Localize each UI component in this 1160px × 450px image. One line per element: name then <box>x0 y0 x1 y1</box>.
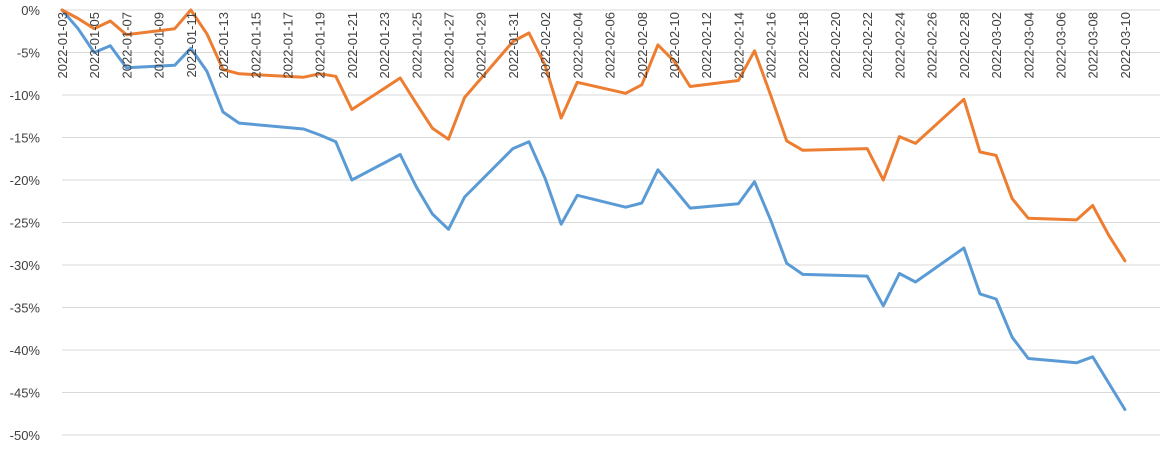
x-tick-label: 2022-02-26 <box>925 12 940 79</box>
x-tick-label: 2022-02-10 <box>667 12 682 79</box>
x-tick-label: 2022-02-16 <box>764 12 779 79</box>
x-tick-label: 2022-01-31 <box>506 12 521 79</box>
x-tick-label: 2022-01-07 <box>119 12 134 79</box>
x-tick-label: 2022-01-19 <box>313 12 328 79</box>
y-tick-label: -35% <box>10 301 41 316</box>
y-tick-label: -50% <box>10 428 41 443</box>
x-tick-label: 2022-01-11 <box>184 12 199 78</box>
x-tick-label: 2022-02-08 <box>635 12 650 79</box>
x-tick-label: 2022-03-08 <box>1086 12 1101 79</box>
y-axis-ticks: 0% -5% -10% -15% -20% -25% -30% -35% -40% -45% -50… <box>10 3 41 443</box>
x-tick-label: 2022-02-22 <box>860 12 875 79</box>
x-tick-label: 2022-02-14 <box>731 12 746 79</box>
x-tick-label: 2022-01-17 <box>281 12 296 79</box>
gridlines <box>62 9 1160 436</box>
y-tick-label: -40% <box>10 343 41 358</box>
x-tick-label: 2022-01-05 <box>87 12 102 79</box>
y-tick-label: -20% <box>10 173 41 188</box>
x-tick-label: 2022-03-02 <box>989 12 1004 79</box>
series-line-2 <box>60 8 1127 263</box>
y-tick-label: -45% <box>10 386 41 401</box>
x-tick-label: 2022-02-12 <box>699 12 714 79</box>
x-tick-label: 2022-02-24 <box>892 12 907 79</box>
x-tick-label: 2022-02-02 <box>538 12 553 79</box>
x-tick-label: 2022-01-13 <box>216 12 231 79</box>
series-line-1 <box>60 8 1127 411</box>
x-tick-label: 2022-02-28 <box>957 12 972 79</box>
x-tick-label: 2022-01-27 <box>442 12 457 79</box>
x-tick-label: 2022-02-20 <box>828 12 843 79</box>
x-tick-label: 2022-01-29 <box>474 12 489 79</box>
y-tick-label: 0% <box>21 3 40 18</box>
x-tick-label: 2022-01-03 <box>55 12 70 79</box>
x-tick-label: 2022-01-15 <box>248 12 263 79</box>
x-tick-label: 2022-03-06 <box>1054 12 1069 79</box>
x-tick-label: 2022-02-04 <box>570 12 585 79</box>
x-tick-label: 2022-01-09 <box>152 12 167 79</box>
x-tick-label: 2022-01-23 <box>377 12 392 79</box>
series-lines <box>60 8 1127 411</box>
y-tick-label: -15% <box>10 131 41 146</box>
x-tick-label: 2022-02-06 <box>603 12 618 79</box>
x-tick-label: 2022-01-21 <box>345 12 360 79</box>
x-tick-label: 2022-03-10 <box>1118 12 1133 79</box>
x-tick-label: 2022-02-18 <box>796 12 811 79</box>
y-tick-label: -25% <box>10 216 41 231</box>
x-tick-label: 2022-01-25 <box>409 12 424 79</box>
x-axis-ticks: 2022-01-03 2022-01-05 2022-01-07 2022-01-09… <box>55 12 1133 79</box>
y-tick-label: -10% <box>10 88 41 103</box>
y-tick-label: -5% <box>17 46 41 61</box>
y-tick-label: -30% <box>10 258 41 273</box>
x-tick-label: 2022-03-04 <box>1021 12 1036 79</box>
